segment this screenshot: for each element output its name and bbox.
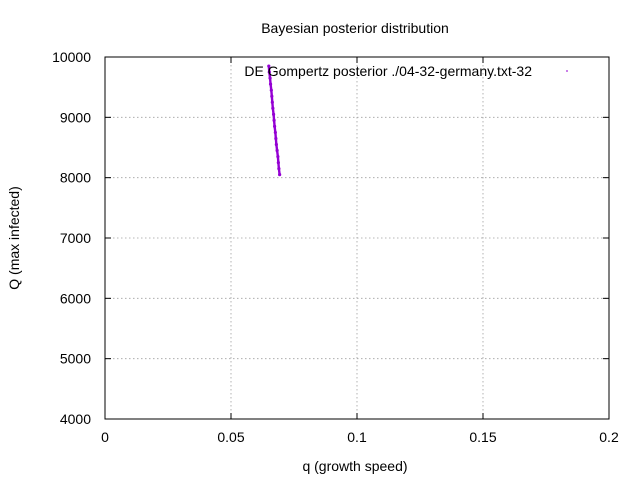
- y-tick-label: 8000: [60, 170, 91, 186]
- y-tick-label: 7000: [60, 230, 91, 246]
- y-tick-label: 9000: [60, 109, 91, 125]
- legend-label: DE Gompertz posterior ./04-32-germany.tx…: [244, 63, 532, 79]
- x-axis-label: q (growth speed): [302, 458, 407, 474]
- y-tick-label: 6000: [60, 290, 91, 306]
- x-tick-label: 0: [101, 429, 109, 445]
- y-tick-label: 5000: [60, 351, 91, 367]
- axis-ticks: 0 0.05 0.1 0.15 0.2 4000 5000 6000 7000 8000 9000 1…: [52, 49, 619, 445]
- y-tick-label: 10000: [52, 49, 91, 65]
- grid-lines: [105, 57, 609, 419]
- y-axis-label: Q (max infected): [6, 186, 22, 289]
- x-tick-label: 0.1: [347, 429, 367, 445]
- x-tick-label: 0.15: [469, 429, 496, 445]
- chart-title: Bayesian posterior distribution: [261, 20, 449, 36]
- x-tick-label: 0.05: [217, 429, 244, 445]
- x-tick-label: 0.2: [599, 429, 619, 445]
- posterior-sample-band: [267, 64, 281, 176]
- series-points: [267, 64, 282, 177]
- y-tick-label: 4000: [60, 411, 91, 427]
